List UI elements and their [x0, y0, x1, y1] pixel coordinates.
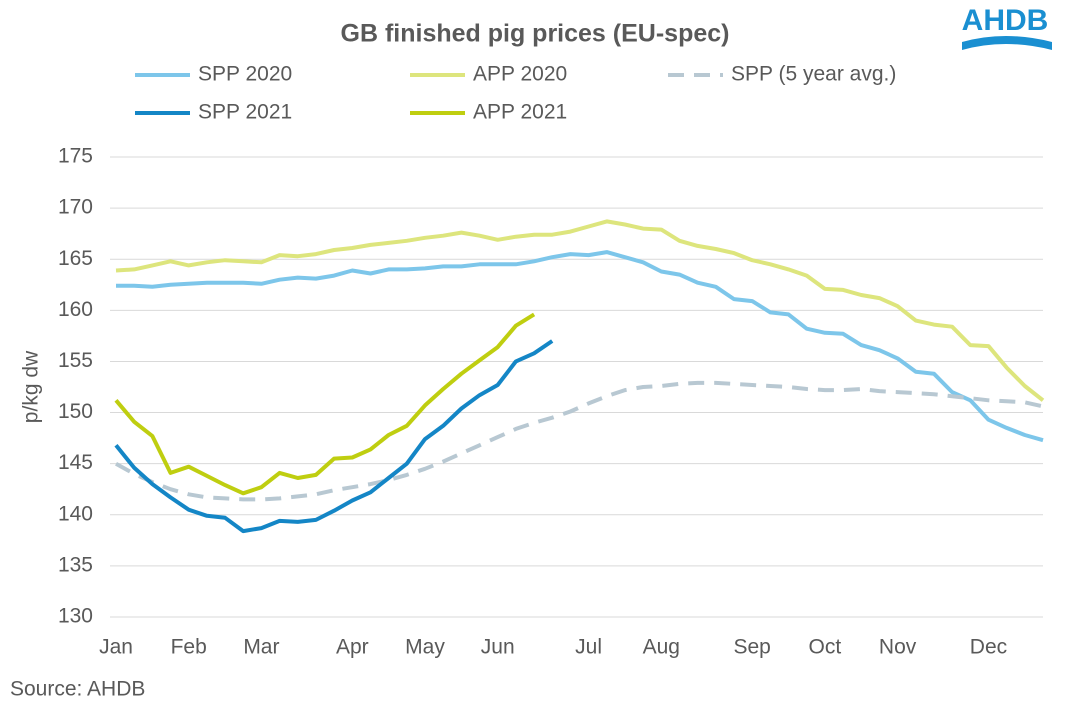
y-tick-label: 140 — [58, 502, 93, 525]
x-tick-label: May — [405, 636, 445, 659]
x-tick-label: Jan — [99, 636, 133, 659]
x-tick-label: Oct — [809, 636, 842, 659]
y-tick-label: 150 — [58, 400, 93, 423]
legend-label: SPP (5 year avg.) — [731, 63, 896, 86]
y-tick-label: 135 — [58, 553, 93, 576]
x-tick-label: Dec — [970, 636, 1007, 659]
legend-label: APP 2020 — [473, 63, 567, 86]
series-line — [114, 312, 536, 496]
y-tick-label: 160 — [58, 298, 93, 321]
y-axis-label: p/kg dw — [20, 350, 43, 423]
source: Source: AHDB — [10, 678, 145, 701]
logo-swoosh — [962, 36, 1052, 50]
x-tick-label: Feb — [171, 636, 207, 659]
y-tick-label: 145 — [58, 451, 93, 474]
x-tick-label: Aug — [643, 636, 680, 659]
series-line — [116, 250, 1044, 443]
y-tick-label: 170 — [58, 196, 93, 219]
logo: AHDB — [962, 4, 1049, 37]
series-line — [115, 380, 1044, 502]
x-tick-label: Apr — [336, 636, 369, 659]
chart-title: GB finished pig prices (EU-spec) — [341, 20, 730, 48]
y-tick-label: 155 — [58, 349, 93, 372]
y-tick-label: 175 — [58, 145, 93, 168]
x-tick-label: Mar — [243, 636, 279, 659]
x-tick-label: Sep — [733, 636, 770, 659]
legend-label: APP 2021 — [473, 101, 567, 124]
legend-label: SPP 2020 — [198, 63, 292, 86]
x-tick-label: Nov — [879, 636, 917, 659]
x-tick-label: Jun — [481, 636, 515, 659]
legend-label: SPP 2021 — [198, 101, 292, 124]
series-line — [115, 219, 1045, 402]
y-tick-label: 130 — [58, 605, 93, 628]
series-line — [114, 339, 554, 534]
y-tick-label: 165 — [58, 247, 93, 270]
x-tick-label: Jul — [575, 636, 602, 659]
